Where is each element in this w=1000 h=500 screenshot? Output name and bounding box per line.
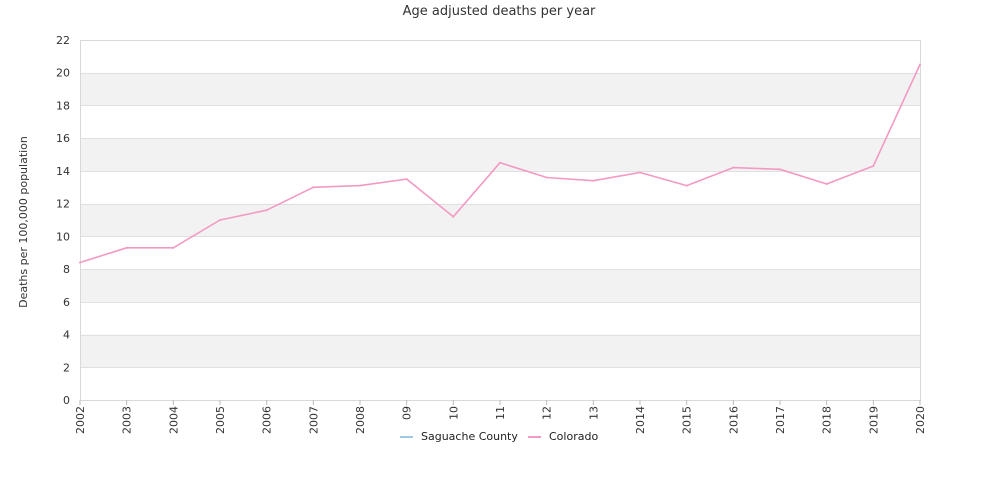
x-tick-label: 2006 (261, 406, 274, 434)
x-tick-label: 2020 (914, 406, 927, 434)
legend: Saguache County Colorado (400, 430, 598, 443)
grid-band (80, 269, 920, 302)
data-point (732, 166, 735, 169)
x-tick-label: 2014 (634, 406, 647, 434)
y-tick-label: 4 (63, 329, 70, 342)
y-tick-label: 2 (63, 361, 70, 374)
x-tick-label: 09 (401, 406, 414, 420)
y-tick-label: 20 (56, 67, 70, 80)
data-point (545, 176, 548, 179)
data-point (639, 171, 641, 174)
data-point (499, 161, 501, 164)
grid-band (80, 203, 920, 237)
series-lines (79, 63, 921, 264)
y-tick-label: 16 (56, 132, 70, 145)
data-point (172, 246, 175, 249)
x-tick-label: 11 (494, 406, 507, 420)
y-axis: 0 2 4 6 8 10 12 14 16 18 20 22 (56, 34, 70, 407)
data-point (685, 184, 688, 187)
grid-band (80, 170, 920, 204)
data-point (779, 168, 781, 171)
chart-title: Age adjusted deaths per year (403, 4, 596, 19)
y-tick-label: 0 (63, 394, 70, 407)
legend-label-saguache: Saguache County (421, 430, 518, 443)
x-tick-label: 2007 (307, 406, 320, 434)
x-tick-label: 2018 (821, 406, 834, 434)
data-point (359, 184, 361, 187)
y-tick-label: 14 (56, 165, 70, 178)
data-point (219, 219, 221, 221)
data-point (592, 179, 595, 182)
y-tick-label: 22 (56, 34, 70, 47)
y-tick-label: 8 (63, 263, 70, 276)
x-tick-label: 2008 (354, 406, 367, 434)
legend-label-colorado: Colorado (549, 430, 598, 443)
x-axis: 2002 2003 2004 2005 2006 2007 2008 09 10 11 12 13 20… (74, 400, 927, 434)
data-point (919, 63, 921, 66)
grid-band (80, 105, 920, 139)
y-tick-label: 12 (56, 198, 70, 211)
grid-band (80, 301, 920, 335)
x-tick-label: 12 (541, 406, 554, 420)
x-tick-label: 2019 (867, 406, 880, 434)
y-tick-label: 10 (56, 230, 70, 243)
grid-bands (80, 40, 920, 401)
data-point (125, 246, 128, 249)
x-tick-label: 2015 (681, 406, 694, 434)
y-tick-label: 18 (56, 99, 70, 112)
x-tick-label: 2017 (774, 406, 787, 434)
x-tick-label: 2004 (167, 406, 180, 434)
data-point (405, 178, 408, 181)
data-point (452, 215, 455, 218)
grid-band (80, 72, 920, 106)
x-tick-label: 2003 (121, 406, 134, 434)
x-tick-label: 13 (587, 406, 600, 420)
grid-band (80, 40, 920, 73)
grid-band (80, 334, 920, 368)
data-point (265, 209, 268, 212)
x-tick-label: 2002 (74, 406, 87, 434)
data-point (312, 186, 315, 189)
data-point (79, 261, 81, 264)
grid-band (80, 236, 920, 270)
x-tick-label: 10 (447, 406, 460, 420)
y-tick-label: 6 (63, 296, 70, 309)
grid-band (80, 367, 920, 400)
grid-band (80, 138, 920, 171)
x-tick-label: 2016 (727, 406, 740, 434)
data-point (872, 165, 875, 167)
x-tick-label: 2005 (214, 406, 227, 434)
data-point (825, 183, 828, 185)
y-axis-label: Deaths per 100,000 population (17, 136, 30, 308)
